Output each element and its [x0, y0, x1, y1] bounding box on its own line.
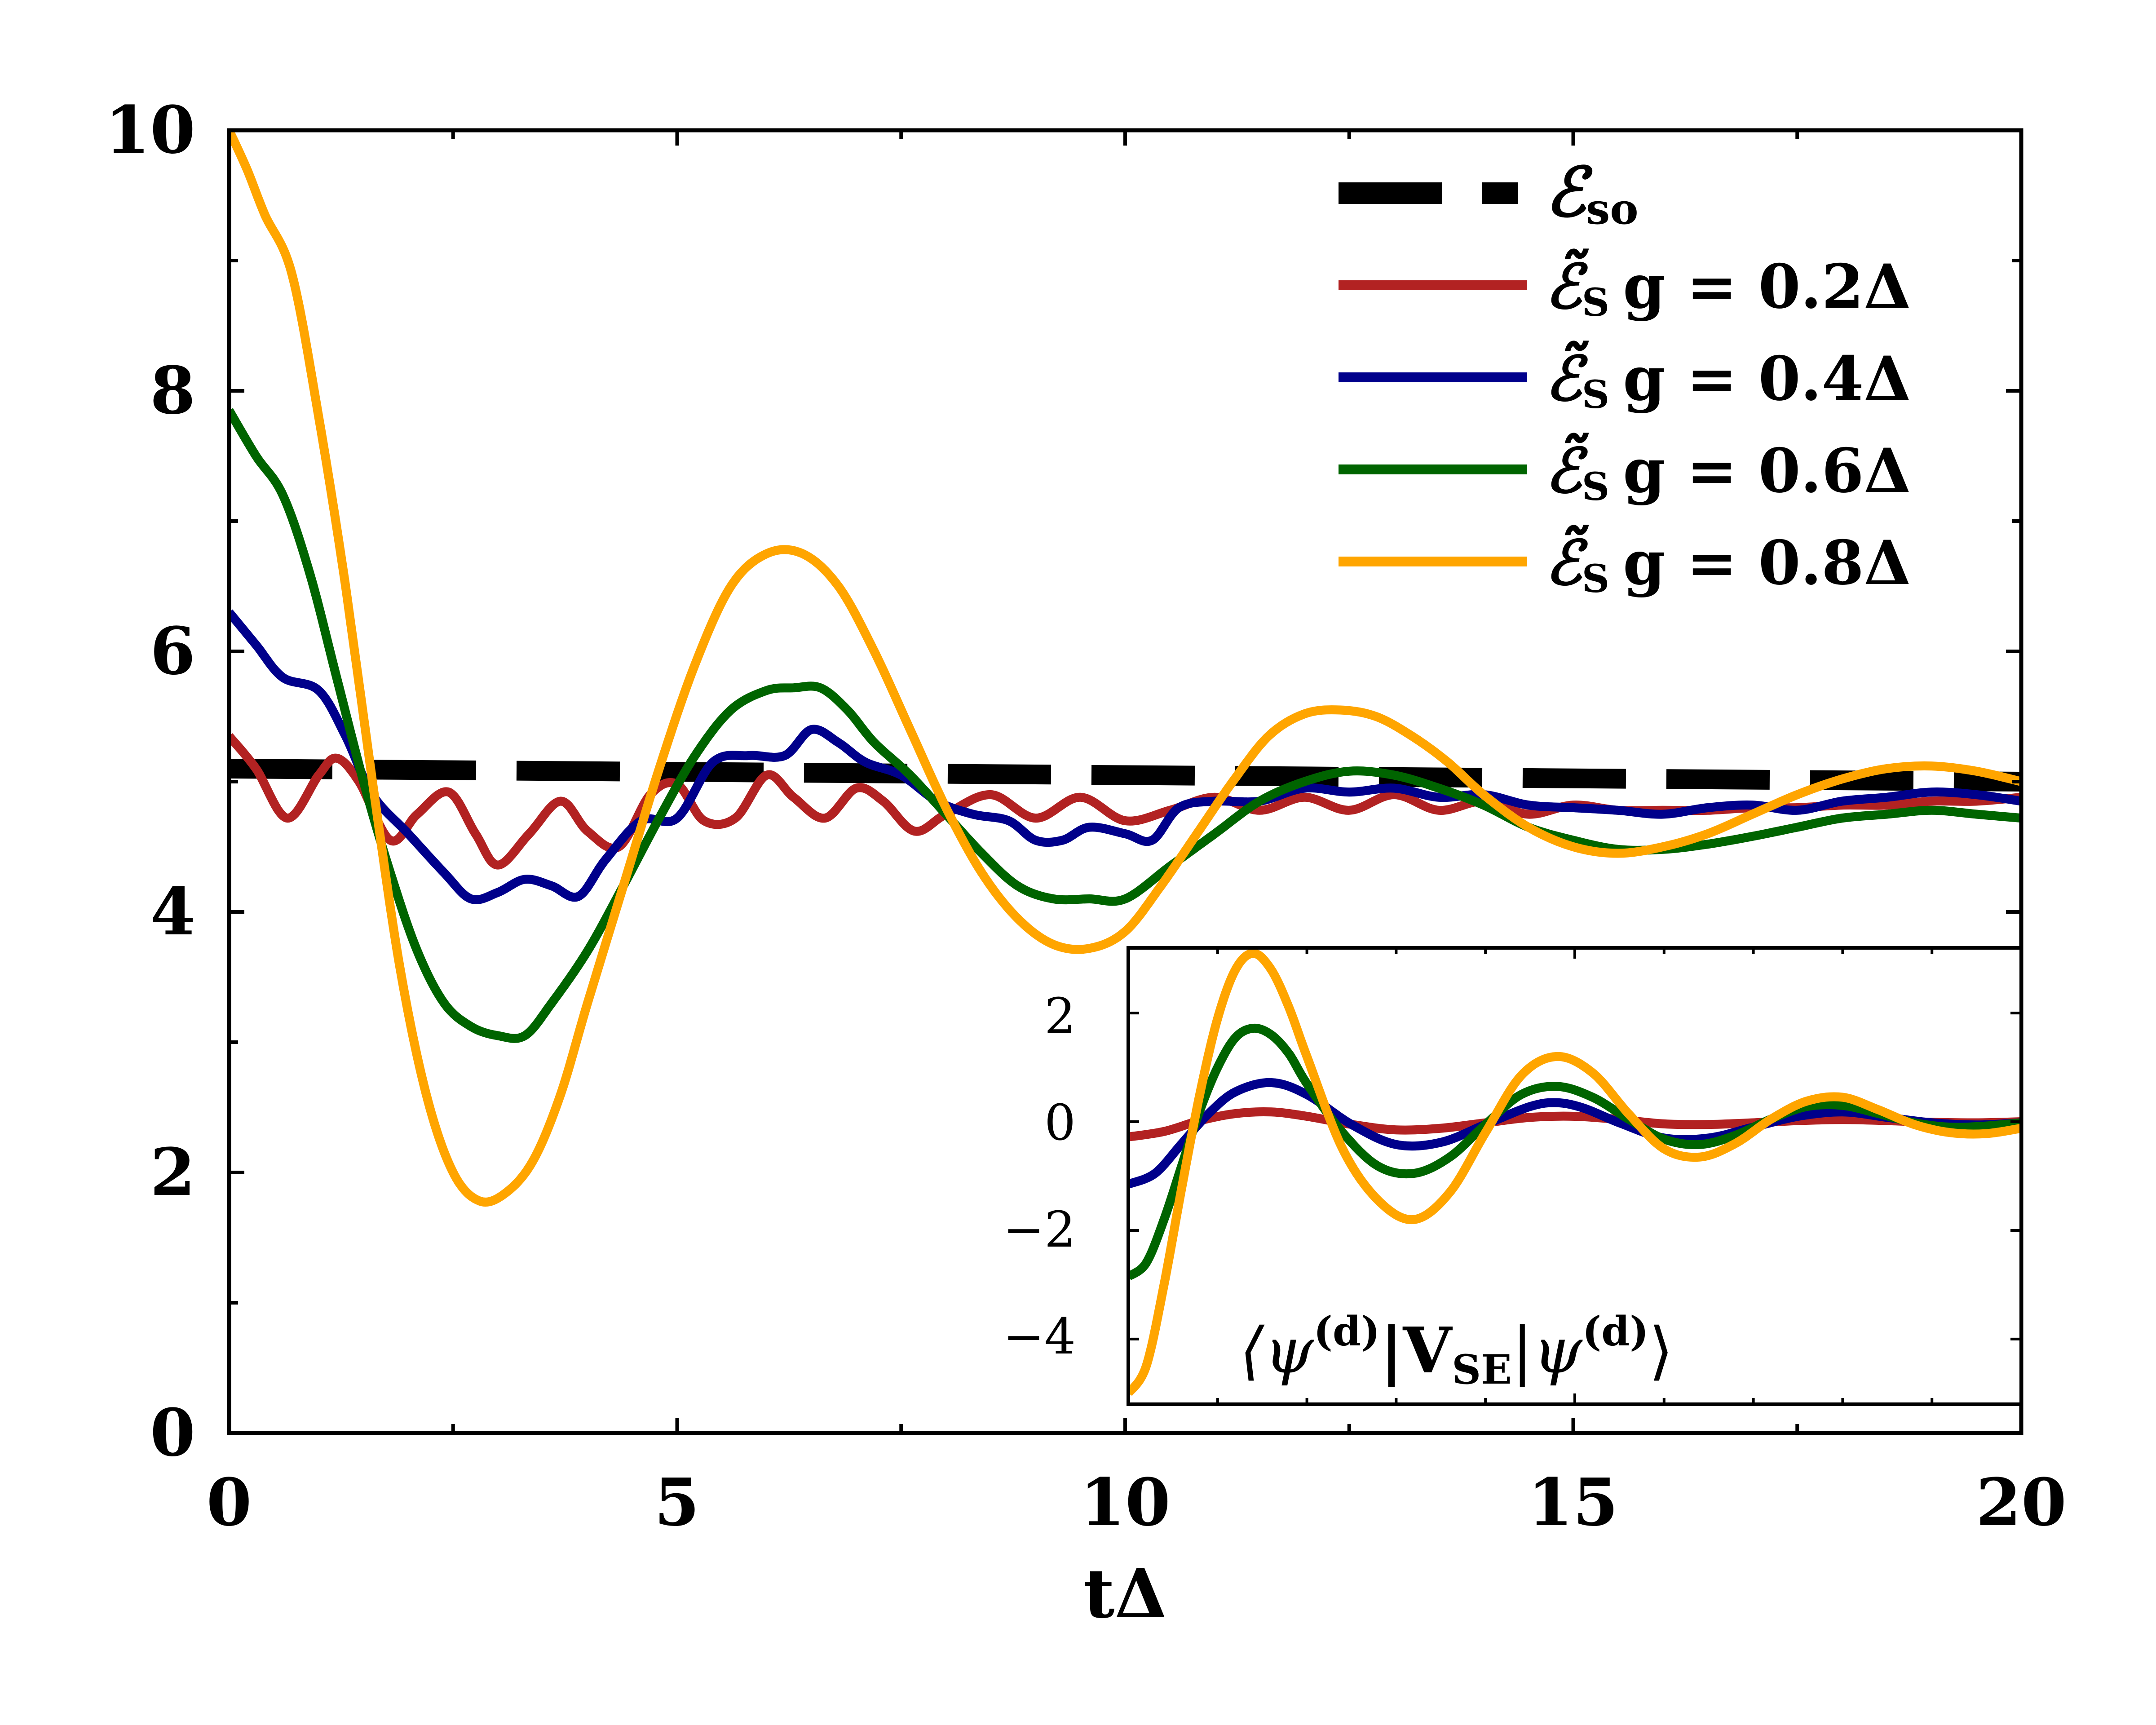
y-tick-label: 8 — [150, 353, 195, 429]
inset-y-tick-label: 2 — [1044, 987, 1076, 1045]
legend-entry-g-0.6: ℰ̃S g = 0.6Δ — [1339, 433, 1911, 509]
inset-annotation: ⟨ψ(d)|VSE|ψ(d)⟩ — [1240, 1308, 1673, 1393]
y-tick-label: 2 — [150, 1134, 195, 1211]
y-tick-label: 10 — [105, 92, 195, 168]
legend-entry-g-0.4: ℰ̃S g = 0.4Δ — [1339, 341, 1911, 417]
inset-y-tick-label: 0 — [1044, 1094, 1076, 1151]
x-axis-title: tΔ — [1083, 1554, 1167, 1633]
legend-label-g-0.2: ℰ̃S g = 0.2Δ — [1545, 248, 1911, 325]
series-line-e-so — [229, 759, 2021, 792]
x-tick-label: 5 — [654, 1464, 700, 1541]
inset-line-g-0.8 — [1128, 949, 2021, 1396]
inset-line-g-0.6 — [1128, 1023, 2021, 1281]
legend-label-e-so: ℰso — [1545, 153, 1639, 234]
main-x-tick-labels: 0 5 10 15 20 — [207, 1464, 2067, 1541]
legend-label-g-0.6: ℰ̃S g = 0.6Δ — [1545, 433, 1911, 509]
legend-entry-e-so: ℰso — [1339, 153, 1639, 234]
inset-y-tick-labels: 2 0 −2 −4 — [1003, 987, 1076, 1365]
legend-label-g-0.8: ℰ̃S g = 0.8Δ — [1545, 525, 1911, 602]
main-y-tick-labels: 0 2 4 6 8 10 — [105, 92, 195, 1471]
inset-line-g-0.2 — [1128, 1107, 2021, 1141]
y-tick-label: 0 — [150, 1395, 195, 1471]
x-tick-label: 0 — [207, 1464, 252, 1541]
inset-y-tick-label: −4 — [1003, 1308, 1076, 1365]
legend: ℰso ℰ̃S g = 0.2Δ ℰ̃S g = 0.4Δ ℰ̃S g = 0.6Δ … — [1339, 153, 1911, 602]
x-tick-label: 10 — [1080, 1464, 1171, 1541]
legend-entry-g-0.2: ℰ̃S g = 0.2Δ — [1339, 248, 1911, 325]
legend-label-g-0.4: ℰ̃S g = 0.4Δ — [1545, 341, 1911, 417]
main-ticks-group — [227, 128, 2023, 1435]
series-line-g-0.8 — [229, 130, 2021, 1207]
series-line-g-0.4 — [229, 609, 2021, 904]
inset-ticks-group — [1127, 948, 2023, 1404]
main-plot: 0 5 10 15 20 0 2 4 6 8 10 tΔ ℰso ℰ̃S g = … — [105, 92, 2067, 1633]
inset-series-group — [1128, 949, 2021, 1396]
x-tick-label: 20 — [1976, 1464, 2067, 1541]
inset-plot: 2 0 −2 −4 ⟨ψ(d)|VSE|ψ(d)⟩ — [1003, 946, 2023, 1406]
x-tick-label: 15 — [1528, 1464, 1618, 1541]
inset-line-g-0.4 — [1128, 1078, 2021, 1189]
inset-y-tick-label: −2 — [1003, 1201, 1076, 1258]
y-tick-label: 6 — [150, 613, 195, 690]
inset-background — [1128, 948, 2021, 1404]
main-series-group — [229, 130, 2021, 1207]
legend-entry-g-0.8: ℰ̃S g = 0.8Δ — [1339, 525, 1911, 602]
y-tick-label: 4 — [150, 874, 195, 950]
